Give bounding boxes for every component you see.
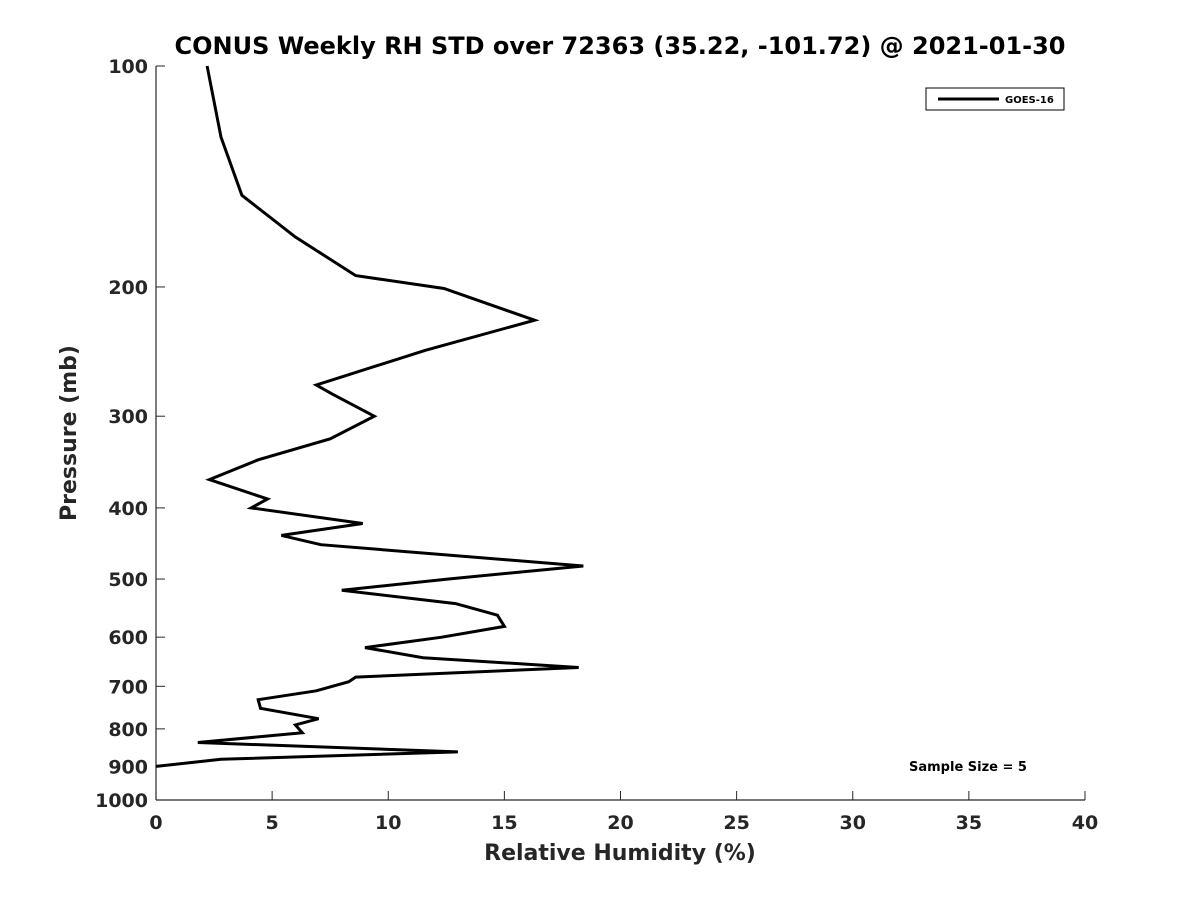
y-tick-label: 500 (108, 569, 148, 591)
plot-axes (155, 66, 1085, 801)
x-ticks: 0 5 10 15 20 25 30 35 40 (149, 791, 1098, 834)
y-tick-label: 300 (108, 406, 148, 428)
series-line-goes-16 (155, 65, 584, 768)
x-tick-label: 35 (956, 812, 982, 834)
x-tick-label: 15 (491, 812, 517, 834)
y-tick-label: 900 (108, 756, 148, 778)
x-tick-label: 5 (266, 812, 279, 834)
x-tick-label: 0 (149, 812, 162, 834)
y-tick-label: 400 (108, 498, 148, 520)
y-tick-label: 700 (108, 676, 148, 698)
y-tick-label: 200 (108, 277, 148, 299)
y-axis-label: Pressure (mb) (57, 345, 82, 521)
sample-size-annotation: Sample Size = 5 (909, 760, 1027, 775)
x-tick-label: 40 (1072, 812, 1098, 834)
chart-title: CONUS Weekly RH STD over 72363 (35.22, -… (174, 32, 1065, 60)
x-axis-label: Relative Humidity (%) (484, 841, 756, 866)
x-tick-label: 30 (840, 812, 866, 834)
y-ticks: 100 200 300 400 500 600 700 800 900 1000 (95, 56, 165, 812)
y-tick-label: 800 (108, 719, 148, 741)
legend-entry-goes-16: GOES-16 (1005, 95, 1054, 106)
y-tick-label: 600 (108, 627, 148, 649)
x-tick-label: 25 (723, 812, 749, 834)
y-tick-label: 1000 (95, 790, 148, 812)
x-tick-label: 10 (375, 812, 401, 834)
x-tick-label: 20 (607, 812, 633, 834)
y-tick-label: 100 (108, 56, 148, 78)
legend: GOES-16 (925, 87, 1065, 111)
